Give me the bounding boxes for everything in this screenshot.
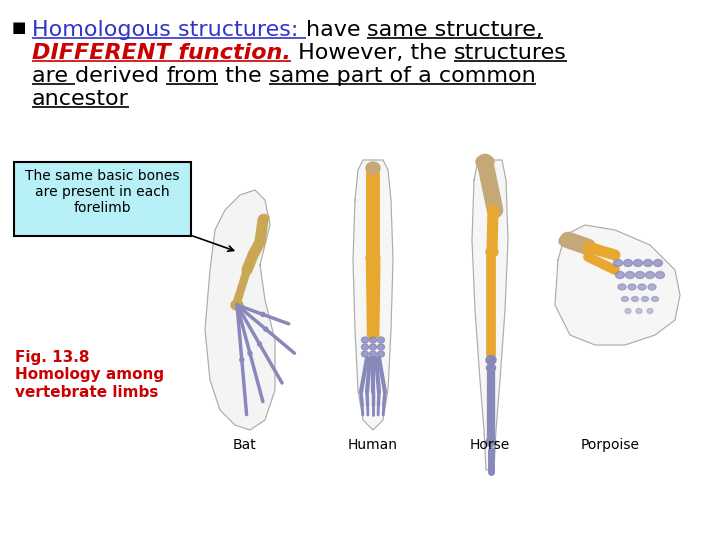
Text: are: are (32, 66, 75, 86)
Polygon shape (353, 160, 393, 430)
Ellipse shape (264, 327, 268, 331)
Ellipse shape (644, 260, 652, 267)
Ellipse shape (642, 296, 649, 301)
Ellipse shape (366, 162, 380, 174)
Text: derived: derived (75, 66, 166, 86)
Ellipse shape (628, 284, 636, 290)
Ellipse shape (648, 284, 656, 290)
Ellipse shape (621, 296, 629, 301)
Polygon shape (205, 190, 275, 430)
Ellipse shape (626, 272, 634, 279)
Text: same structure,: same structure, (367, 20, 543, 40)
Text: Bat: Bat (233, 438, 257, 452)
Ellipse shape (369, 344, 377, 350)
Ellipse shape (652, 296, 659, 301)
Ellipse shape (366, 252, 380, 264)
Ellipse shape (636, 308, 642, 314)
Ellipse shape (486, 355, 496, 364)
Ellipse shape (377, 344, 384, 350)
Ellipse shape (624, 260, 632, 267)
Ellipse shape (618, 284, 626, 290)
Ellipse shape (369, 351, 377, 357)
Ellipse shape (654, 260, 662, 267)
Ellipse shape (487, 364, 495, 372)
Ellipse shape (559, 235, 573, 246)
Ellipse shape (616, 272, 624, 279)
Ellipse shape (361, 351, 369, 357)
Polygon shape (555, 225, 680, 345)
Text: structures: structures (454, 43, 567, 63)
Text: Homologous structures:: Homologous structures: (32, 20, 305, 40)
Ellipse shape (638, 284, 646, 290)
Ellipse shape (258, 342, 261, 346)
Ellipse shape (476, 155, 494, 169)
Ellipse shape (613, 260, 623, 267)
Ellipse shape (625, 308, 631, 314)
Text: have: have (305, 20, 367, 40)
Text: However, the: However, the (291, 43, 454, 63)
Ellipse shape (248, 352, 252, 355)
Ellipse shape (486, 437, 496, 447)
Text: same part of a common: same part of a common (269, 66, 536, 86)
Ellipse shape (634, 260, 642, 267)
Text: The same basic bones
are present in each
forelimb: The same basic bones are present in each… (25, 169, 180, 215)
Ellipse shape (631, 296, 639, 301)
Ellipse shape (655, 272, 665, 279)
Ellipse shape (377, 351, 384, 357)
Ellipse shape (261, 313, 265, 316)
Ellipse shape (486, 247, 498, 257)
Ellipse shape (361, 337, 369, 343)
Text: ■: ■ (12, 20, 27, 35)
Ellipse shape (240, 358, 244, 362)
Text: Fig. 13.8
Homology among
vertebrate limbs: Fig. 13.8 Homology among vertebrate limb… (15, 350, 164, 400)
Text: Human: Human (348, 438, 398, 452)
Polygon shape (472, 160, 508, 470)
Ellipse shape (369, 337, 377, 343)
Ellipse shape (377, 337, 384, 343)
FancyBboxPatch shape (14, 162, 191, 236)
Text: ancestor: ancestor (32, 89, 129, 109)
Text: Horse: Horse (470, 438, 510, 452)
Text: from: from (166, 66, 218, 86)
Text: Porpoise: Porpoise (580, 438, 639, 452)
Ellipse shape (361, 344, 369, 350)
Ellipse shape (636, 272, 644, 279)
Ellipse shape (647, 308, 653, 314)
Ellipse shape (259, 214, 269, 221)
Text: the: the (218, 66, 269, 86)
Ellipse shape (646, 272, 654, 279)
Text: DIFFERENT function.: DIFFERENT function. (32, 43, 291, 63)
Ellipse shape (231, 300, 243, 310)
